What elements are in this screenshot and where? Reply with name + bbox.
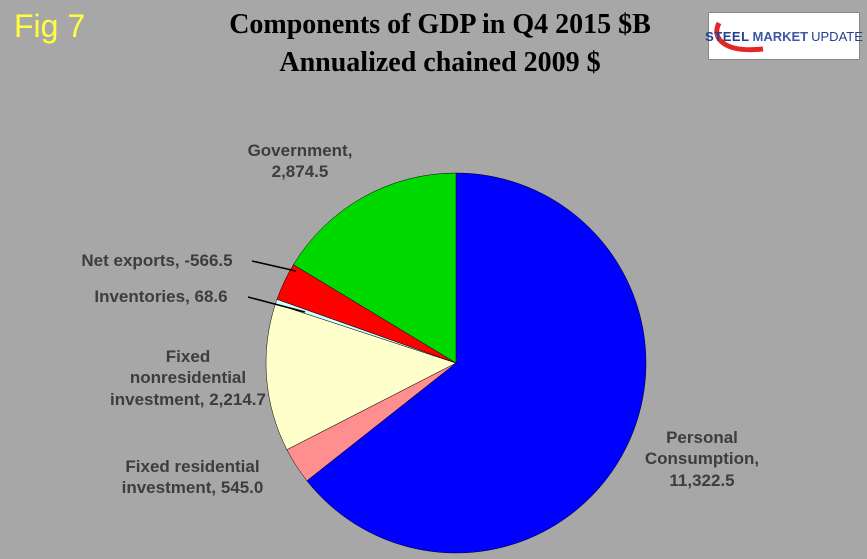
logo-swoosh-icon: [714, 21, 764, 53]
pie-slice-fixed-nonresidential-investment: [265, 303, 457, 451]
pie-slice-personal-consumption: [306, 172, 647, 554]
chart-title-line1: Components of GDP in Q4 2015 $B: [229, 9, 651, 40]
label-inventories-line1: Inventories, 68.6: [94, 287, 228, 306]
label-personal-consumption: Personal Consumption, 11,322.5: [612, 427, 792, 491]
smu-logo: STEEL MARKET UPDATE: [705, 13, 863, 59]
logo-word-market: MARKET: [752, 28, 809, 44]
logo-text: STEEL MARKET UPDATE: [705, 13, 863, 59]
inventories-leader-line: [247, 296, 306, 313]
pie-slices: [265, 172, 647, 554]
logo-word-steel: STEEL: [705, 28, 750, 44]
pie-slice-government: [293, 172, 457, 364]
label-fixed-res-line1: Fixed residential: [125, 457, 260, 476]
label-fixed-residential: Fixed residential investment, 545.0: [85, 456, 300, 499]
figure-number: Fig 7: [14, 8, 86, 44]
net-exports-leader-line: [251, 260, 297, 272]
label-government: Government, 2,874.5: [205, 140, 395, 183]
label-personal-line1: Personal: [666, 428, 738, 447]
chart-title-line2: Annualized chained 2009 $: [279, 46, 601, 78]
label-fixed-res-line2: investment, 545.0: [121, 478, 264, 498]
label-personal-line2: Consumption,: [644, 449, 760, 469]
label-fixed-nonres-line2: nonresidential: [129, 368, 247, 388]
label-inventories: Inventories, 68.6: [75, 286, 247, 307]
chart-title: Components of GDP in Q4 2015 $B Annualiz…: [150, 6, 730, 82]
label-fixed-nonresidential: Fixed nonresidential investment, 2,214.7: [88, 346, 288, 410]
label-personal-line3: 11,322.5: [669, 470, 735, 490]
label-government-line2: 2,874.5: [271, 162, 329, 182]
label-net-exports-line1: Net exports, -566.5: [81, 251, 233, 270]
logo-word-update: UPDATE: [811, 28, 863, 44]
label-fixed-nonres-line1: Fixed: [165, 347, 211, 366]
label-net-exports: Net exports, -566.5: [62, 250, 252, 271]
label-government-line1: Government,: [247, 141, 353, 160]
label-fixed-nonres-line3: investment, 2,214.7: [110, 389, 266, 409]
